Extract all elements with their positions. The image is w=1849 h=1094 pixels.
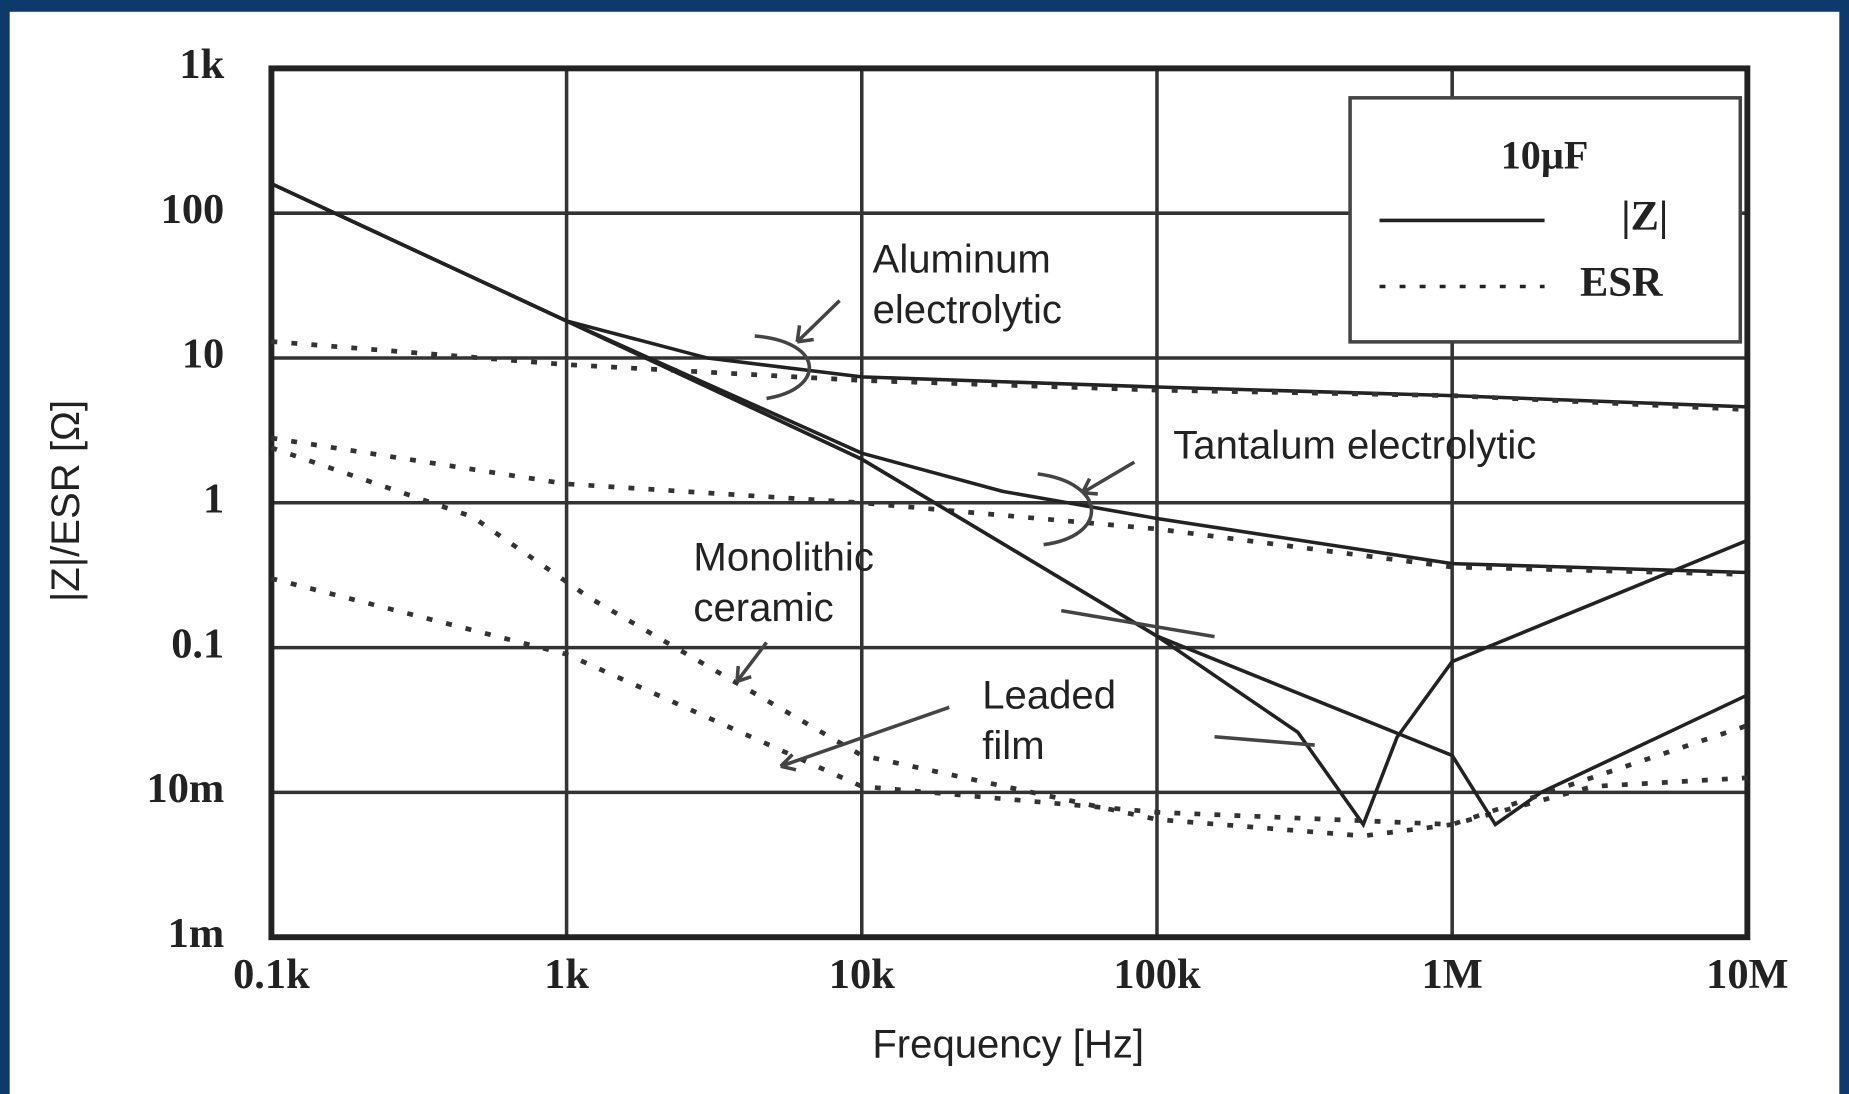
y-tick-label: 1 bbox=[203, 476, 224, 523]
arrow bbox=[779, 705, 950, 772]
y-tick-label: 0.1 bbox=[171, 620, 224, 667]
y-tick-label: 1m bbox=[168, 910, 225, 957]
y-tick-label: 10m bbox=[146, 765, 224, 812]
annotation: electrolytic bbox=[873, 288, 1062, 332]
annotation-arrows bbox=[735, 299, 1315, 772]
series-line bbox=[270, 445, 1748, 839]
x-tick-label: 10M bbox=[1706, 951, 1788, 998]
legend-label: |Z| bbox=[1621, 193, 1668, 240]
arrow bbox=[735, 641, 768, 684]
y-axis-label: |Z|/ESR [Ω] bbox=[44, 400, 88, 602]
x-tick-label: 1k bbox=[544, 951, 589, 998]
annotation: Aluminum bbox=[873, 237, 1051, 281]
series-line bbox=[271, 435, 1748, 577]
plot-area bbox=[268, 65, 1751, 941]
curl bbox=[754, 334, 812, 401]
x-tick-label: 0.1k bbox=[233, 951, 310, 998]
annotation: ceramic bbox=[693, 586, 833, 630]
plot-frame bbox=[268, 65, 1751, 941]
x-tick-label: 1M bbox=[1422, 951, 1483, 998]
legend-title: 10µF bbox=[1501, 132, 1589, 177]
annotation: Leaded bbox=[982, 673, 1116, 717]
legend-label: ESR bbox=[1580, 259, 1664, 306]
annotation: Tantalum electrolytic bbox=[1173, 424, 1536, 468]
annotation: Monolithic bbox=[693, 536, 873, 580]
y-tick-label: 1k bbox=[179, 41, 224, 88]
y-tick-label: 100 bbox=[161, 186, 225, 233]
x-tick-label: 10k bbox=[829, 951, 895, 998]
arrow bbox=[795, 299, 841, 344]
pointer bbox=[1214, 735, 1315, 747]
x-tick-label: 100k bbox=[1113, 951, 1201, 998]
curl bbox=[1037, 472, 1094, 547]
annotation: film bbox=[982, 724, 1044, 768]
y-tick-label: 10 bbox=[182, 331, 224, 378]
pointer bbox=[1060, 608, 1215, 639]
x-axis-label: Frequency [Hz] bbox=[872, 1022, 1144, 1066]
